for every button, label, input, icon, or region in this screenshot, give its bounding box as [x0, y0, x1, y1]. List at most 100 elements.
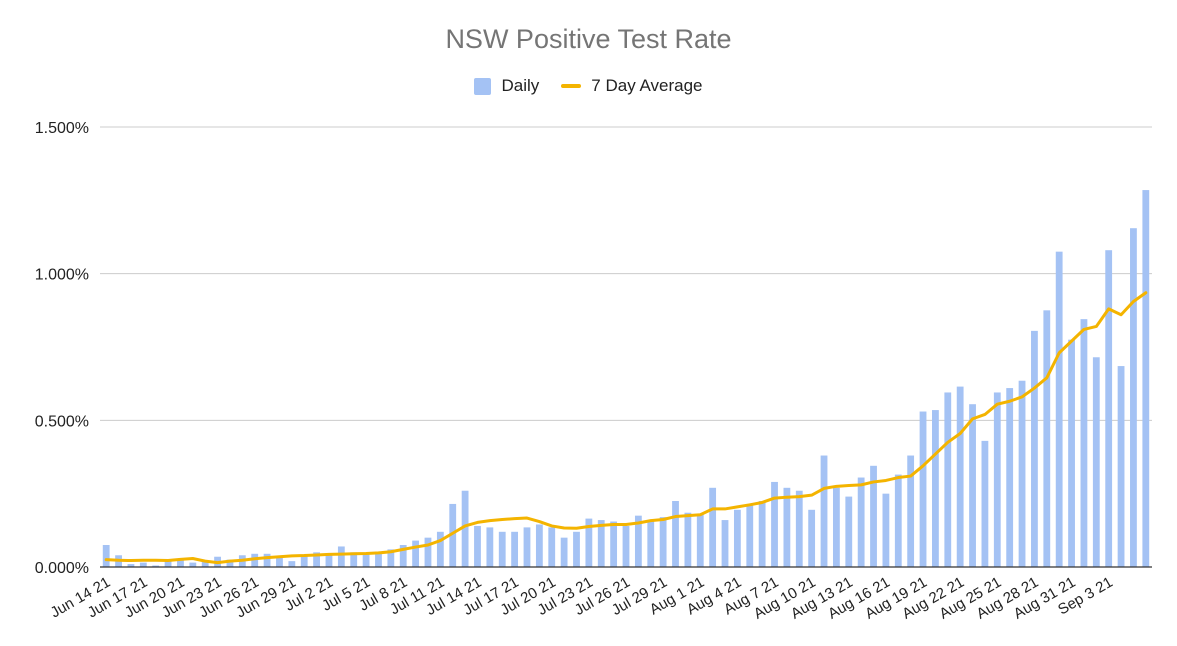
legend-label-7-day-average: 7 Day Average: [591, 76, 703, 95]
daily-bar: [907, 455, 915, 567]
daily-bar: [659, 517, 667, 567]
daily-bar: [882, 493, 890, 567]
daily-bar: [733, 509, 741, 567]
daily-bar: [597, 520, 605, 567]
daily-bar: [412, 540, 420, 567]
daily-bar: [672, 501, 679, 567]
daily-bar: [1130, 228, 1137, 567]
daily-bar: [919, 411, 927, 567]
daily-bar: [189, 562, 197, 567]
legend-item-daily: Daily: [474, 76, 539, 96]
daily-bar: [474, 525, 481, 567]
daily-bar: [325, 553, 333, 567]
daily-bar: [820, 455, 828, 567]
daily-bar: [857, 477, 865, 567]
y-tick-label: 1.000%: [35, 267, 89, 284]
daily-bar: [263, 553, 271, 567]
daily-bar: [177, 559, 184, 567]
legend-label-daily: Daily: [501, 76, 540, 95]
daily-bar: [300, 555, 308, 567]
daily-bar: [375, 552, 382, 567]
y-tick-label: 0.000%: [35, 560, 89, 577]
daily-bar: [313, 552, 320, 567]
daily-bar: [449, 503, 457, 567]
chart-gridlines: [100, 126, 1152, 421]
daily-bar: [944, 392, 952, 567]
daily-bar: [1117, 366, 1125, 567]
daily-bar: [771, 481, 778, 567]
daily-bar: [1080, 319, 1088, 567]
daily-bar: [486, 527, 494, 567]
y-axis-ticks: 0.000% 0.500% 1.000% 1.500%: [35, 120, 89, 577]
daily-bar: [511, 531, 519, 567]
daily-bar: [560, 537, 568, 567]
daily-bar: [461, 490, 469, 567]
chart-title: NSW Positive Test Rate: [445, 24, 732, 54]
daily-bar: [709, 487, 717, 567]
daily-bar: [424, 537, 432, 567]
daily-bar: [969, 404, 976, 567]
daily-bar: [251, 553, 259, 567]
daily-bar: [1068, 339, 1075, 567]
daily-bar: [1006, 388, 1014, 567]
y-tick-label: 0.500%: [35, 413, 89, 430]
daily-bar: [1018, 380, 1026, 567]
daily-bar: [573, 531, 580, 567]
daily-bar: [337, 546, 345, 567]
daily-bar: [1105, 250, 1113, 567]
daily-bar: [1092, 357, 1100, 567]
daily-bar: [721, 520, 729, 567]
daily-bar: [993, 392, 1001, 567]
daily-bar: [498, 531, 506, 567]
daily-bar: [808, 509, 816, 567]
daily-bar: [102, 545, 110, 567]
daily-bar: [226, 559, 234, 567]
daily-bar: [127, 564, 135, 567]
average-line: [104, 291, 1148, 565]
daily-bar: [201, 561, 209, 567]
daily-bar: [610, 521, 618, 567]
daily-bar: [362, 553, 370, 567]
daily-bar: [746, 503, 754, 567]
daily-bar: [956, 386, 964, 567]
daily-bar: [684, 512, 692, 567]
daily-bar: [1043, 310, 1051, 567]
daily-bar: [758, 501, 766, 567]
daily-bar: [276, 556, 283, 567]
legend-item-7-day-average: 7 Day Average: [561, 76, 703, 96]
daily-bar: [696, 514, 704, 567]
daily-bar: [832, 487, 840, 567]
daily-bar: [932, 410, 939, 567]
daily-bar: [399, 545, 407, 567]
daily-bar: [647, 520, 655, 567]
average-line-path: [104, 291, 1148, 565]
daily-bar: [894, 474, 902, 567]
daily-bars: [102, 190, 1150, 568]
daily-bar: [1055, 251, 1063, 567]
daily-bar: [845, 496, 853, 567]
daily-bar: [585, 518, 593, 567]
daily-bar: [548, 527, 556, 567]
daily-bar: [870, 465, 877, 567]
daily-bar: [783, 487, 791, 567]
daily-bar: [1142, 190, 1150, 568]
daily-bar: [1031, 330, 1038, 567]
daily-bar: [350, 552, 358, 567]
daily-bar: [622, 525, 630, 567]
daily-bar: [436, 531, 444, 567]
daily-bar: [634, 515, 642, 567]
daily-bar: [387, 549, 395, 567]
daily-bar: [139, 562, 147, 567]
daily-bar: [164, 561, 172, 567]
daily-bar: [152, 565, 160, 567]
daily-bar: [523, 527, 531, 567]
y-tick-label: 1.500%: [35, 120, 89, 137]
daily-bar: [981, 440, 989, 567]
daily-bar: [795, 490, 803, 567]
chart-legend: Daily 7 Day Average: [0, 76, 1177, 96]
legend-swatch-daily: [474, 77, 492, 95]
legend-swatch-7-day-average: [561, 84, 582, 88]
daily-bar: [288, 561, 296, 567]
